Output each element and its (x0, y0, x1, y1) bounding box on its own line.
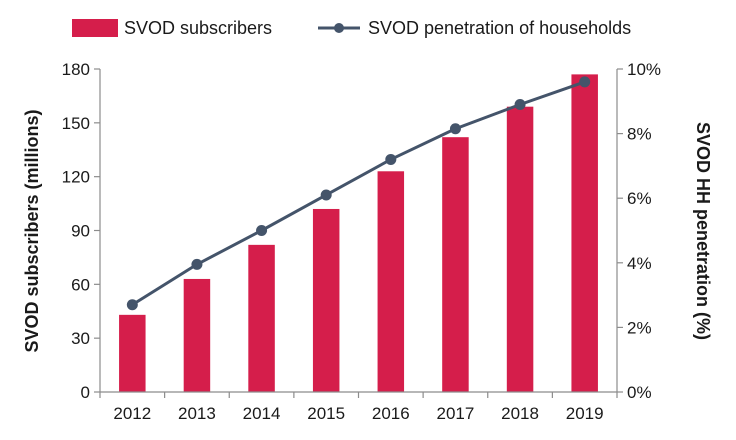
y2-tick-label: 4% (627, 254, 652, 273)
bar-2019 (571, 74, 598, 392)
bar-2016 (377, 171, 405, 392)
bar-2018 (506, 106, 534, 392)
y2-tick-label: 6% (627, 189, 652, 208)
penetration-point-2015 (320, 189, 332, 201)
penetration-line (131, 80, 586, 307)
penetration-point-2016 (385, 153, 397, 165)
bar-2017 (442, 137, 469, 392)
y-tick-label: 60 (71, 275, 90, 294)
x-tick-label: 2014 (243, 404, 281, 423)
penetration-point-2017 (449, 123, 461, 135)
bar-2015 (312, 208, 340, 392)
y-tick-label: 120 (62, 168, 90, 187)
penetration-point-2018 (514, 99, 526, 111)
y2-tick-label: 0% (627, 383, 652, 402)
bar-2014 (248, 244, 275, 392)
penetration-point-2012 (126, 299, 138, 311)
y2-tick-label: 10% (627, 60, 661, 79)
legend-swatch-subscribers (72, 19, 118, 37)
x-tick-label: 2013 (178, 404, 216, 423)
line-series (126, 76, 591, 311)
y2-axis-title: SVOD HH penetration (%) (693, 122, 713, 340)
y-tick-label: 0 (81, 383, 90, 402)
penetration-point-2013 (191, 258, 203, 270)
legend-label-subscribers: SVOD subscribers (124, 18, 272, 38)
y-axis-title: SVOD subscribers (millions) (22, 109, 42, 352)
penetration-point-2019 (579, 76, 591, 88)
legend-label-penetration: SVOD penetration of households (368, 18, 631, 38)
y2-tick-label: 2% (627, 318, 652, 337)
x-tick-label: 2015 (307, 404, 345, 423)
bar-series (119, 74, 598, 392)
x-tick-label: 2012 (113, 404, 151, 423)
bar-2013 (183, 278, 211, 392)
x-tick-label: 2016 (372, 404, 410, 423)
legend-swatch-penetration-marker (334, 23, 344, 33)
y-tick-label: 180 (62, 60, 90, 79)
y-tick-label: 150 (62, 114, 90, 133)
x-tick-label: 2018 (501, 404, 539, 423)
x-tick-label: 2019 (566, 404, 604, 423)
y-tick-label: 90 (71, 222, 90, 241)
bar-2012 (119, 314, 146, 392)
y-tick-label: 30 (71, 329, 90, 348)
penetration-point-2014 (256, 225, 268, 236)
x-tick-label: 2017 (437, 404, 475, 423)
y2-tick-label: 8% (627, 125, 652, 144)
axes: 0 30 60 90 120 150 180 0% 2% 4% 6% 8% 10% 2012 2013 201… (62, 60, 661, 423)
legend: SVOD subscribers SVOD penetration of hou… (72, 18, 631, 38)
